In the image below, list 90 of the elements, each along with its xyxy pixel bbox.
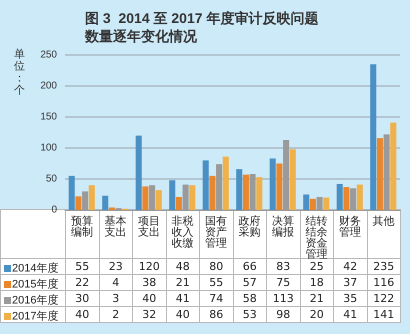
data-label: 120 <box>132 258 166 274</box>
data-label: 122 <box>367 290 400 306</box>
x-tick-label: 决算编报 <box>272 214 294 238</box>
data-label: 32 <box>132 306 166 322</box>
y-axis-title: 单位：个 <box>14 48 25 96</box>
y-tick-label: 0 <box>51 204 58 216</box>
bar <box>390 122 396 210</box>
x-tick-label: 预算编制 <box>70 216 93 238</box>
y-tick-label: 50 <box>46 174 58 184</box>
bar <box>189 185 196 210</box>
data-label: 38 <box>132 274 166 290</box>
bar <box>276 164 282 210</box>
data-label: 83 <box>266 258 300 274</box>
data-label: 116 <box>367 274 400 290</box>
x-tick-label: 项目支出 <box>138 216 160 238</box>
chart-title: 图 3 2014 至 2017 年度审计反映问题数量逐年变化情况 <box>84 10 318 44</box>
data-label: 48 <box>166 258 200 274</box>
data-label: 113 <box>266 290 300 306</box>
bar <box>75 196 82 210</box>
bar <box>222 156 229 210</box>
data-label: 141 <box>367 306 400 322</box>
legend-label: 2017年度 <box>12 310 58 322</box>
data-label: 3 <box>99 290 132 306</box>
data-label: 30 <box>66 290 99 306</box>
bar <box>202 160 209 210</box>
legend-label: 2014年度 <box>12 262 58 274</box>
bar <box>102 196 108 210</box>
bar <box>88 185 95 210</box>
data-label: 25 <box>300 258 334 274</box>
y-tick-label: 250 <box>40 50 58 60</box>
x-tick-label: 基本支出 <box>104 214 126 238</box>
bar <box>256 177 262 210</box>
bar <box>376 138 383 210</box>
data-label: 18 <box>300 274 334 290</box>
data-label: 40 <box>166 306 200 322</box>
x-tick-label: 国有资产管理 <box>204 216 227 250</box>
data-label: 2 <box>99 306 132 322</box>
bar <box>356 184 363 210</box>
data-label: 53 <box>233 306 266 322</box>
bar <box>209 176 216 210</box>
x-tick-label: 非税收入收缴 <box>171 214 194 250</box>
bar <box>169 180 176 210</box>
bar <box>270 158 276 210</box>
data-label: 35 <box>334 290 367 306</box>
data-label: 66 <box>233 258 266 274</box>
bar <box>336 184 343 210</box>
data-label: 80 <box>200 258 233 274</box>
data-label: 98 <box>266 306 300 322</box>
data-label: 41 <box>334 306 367 322</box>
x-tick-label: 其他 <box>372 214 394 228</box>
data-label: 40 <box>132 290 166 306</box>
bar <box>343 187 350 210</box>
data-label: 22 <box>66 274 99 290</box>
y-tick-label: 200 <box>40 80 58 92</box>
data-label: 21 <box>300 290 334 306</box>
bar <box>290 149 296 210</box>
legend-label: 2015年度 <box>12 278 58 290</box>
x-tick-label: 结转结余资金管理 <box>305 214 328 260</box>
data-label: 57 <box>233 274 266 290</box>
bar <box>310 198 316 210</box>
data-label: 74 <box>200 290 233 306</box>
data-label: 4 <box>99 274 132 290</box>
bar <box>236 169 242 210</box>
bar <box>303 194 310 210</box>
y-tick-label: 100 <box>40 142 58 154</box>
bar <box>176 196 182 210</box>
x-tick-label: 政府采购 <box>238 214 260 238</box>
bar <box>156 190 162 210</box>
data-label: 55 <box>200 274 233 290</box>
data-label: 75 <box>266 274 300 290</box>
data-label: 40 <box>66 306 99 322</box>
data-label: 58 <box>233 290 266 306</box>
data-label: 37 <box>334 274 367 290</box>
legend-label: 2016年度 <box>12 294 58 306</box>
bar <box>242 174 249 210</box>
y-tick-label: 150 <box>40 112 58 122</box>
data-label: 21 <box>166 274 200 290</box>
data-label: 235 <box>367 258 400 274</box>
bar <box>68 176 75 210</box>
data-label: 42 <box>334 258 367 274</box>
data-label: 55 <box>66 258 99 274</box>
bar <box>370 64 376 210</box>
data-label: 23 <box>99 258 132 274</box>
data-label: 20 <box>300 306 334 322</box>
bar <box>142 186 148 210</box>
data-label: 86 <box>200 306 233 322</box>
data-label: 41 <box>166 290 200 306</box>
bar <box>136 136 142 210</box>
x-tick-label: 财务管理 <box>338 214 361 238</box>
bar <box>323 198 330 210</box>
